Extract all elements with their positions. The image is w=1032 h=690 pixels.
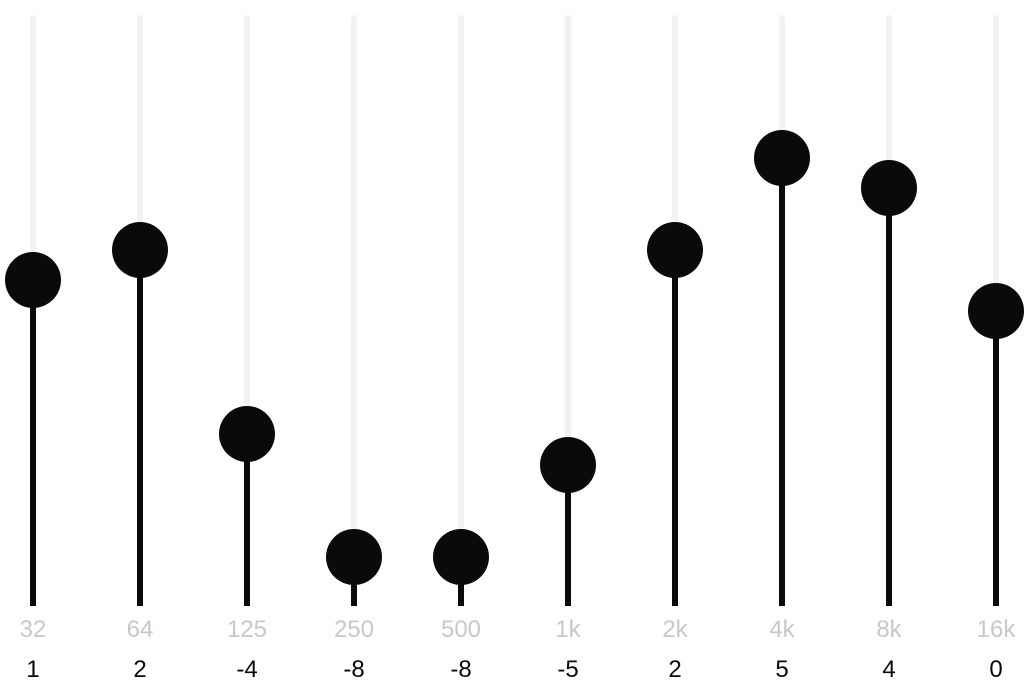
slider-knob[interactable] [861,160,917,217]
slider-fill [993,311,999,606]
frequency-label: 8k [876,616,902,643]
slider-fill [30,280,36,606]
slider-track[interactable] [351,15,357,606]
frequency-label: 125 [226,616,268,643]
gain-value-label: -8 [450,656,472,683]
eq-band-8k: 8k 4 [859,0,919,690]
eq-band-64: 64 2 [110,0,170,690]
slider-fill [244,433,250,606]
slider-knob[interactable] [433,528,489,585]
slider-knob[interactable] [112,221,168,278]
slider-knob[interactable] [5,252,61,309]
slider-knob[interactable] [540,436,596,493]
frequency-label: 4k [769,616,795,643]
frequency-label: 250 [333,616,375,643]
gain-value-label: 2 [668,656,682,683]
slider-fill [565,464,571,606]
frequency-label: 1k [555,616,581,643]
slider-track[interactable] [458,15,464,606]
eq-band-125: 125 -4 [217,0,277,690]
gain-value-label: 4 [882,656,896,683]
gain-value-label: -8 [343,656,365,683]
slider-knob[interactable] [754,129,810,186]
eq-band-500: 500 -8 [431,0,491,690]
slider-knob[interactable] [219,405,275,462]
eq-band-2k: 2k 2 [645,0,705,690]
gain-value-label: 2 [133,656,147,683]
frequency-label: 32 [19,616,47,643]
gain-value-label: 5 [775,656,789,683]
slider-fill [137,249,143,606]
eq-band-1k: 1k -5 [538,0,598,690]
frequency-label: 500 [440,616,482,643]
gain-value-label: 0 [989,656,1003,683]
gain-value-label: -4 [236,656,258,683]
slider-knob[interactable] [326,528,382,585]
slider-track[interactable] [565,15,571,606]
slider-knob[interactable] [647,221,703,278]
slider-track[interactable] [244,15,250,606]
frequency-label: 2k [662,616,688,643]
slider-fill [779,157,785,606]
slider-fill [672,249,678,606]
eq-band-16k: 16k 0 [966,0,1026,690]
frequency-label: 16k [976,616,1016,643]
slider-fill [886,188,892,606]
slider-knob[interactable] [968,283,1024,339]
gain-value-label: 1 [26,656,40,683]
eq-band-32: 32 1 [3,0,63,690]
frequency-label: 64 [126,616,154,643]
gain-value-label: -5 [557,656,579,683]
eq-band-250: 250 -8 [324,0,384,690]
eq-band-4k: 4k 5 [752,0,812,690]
